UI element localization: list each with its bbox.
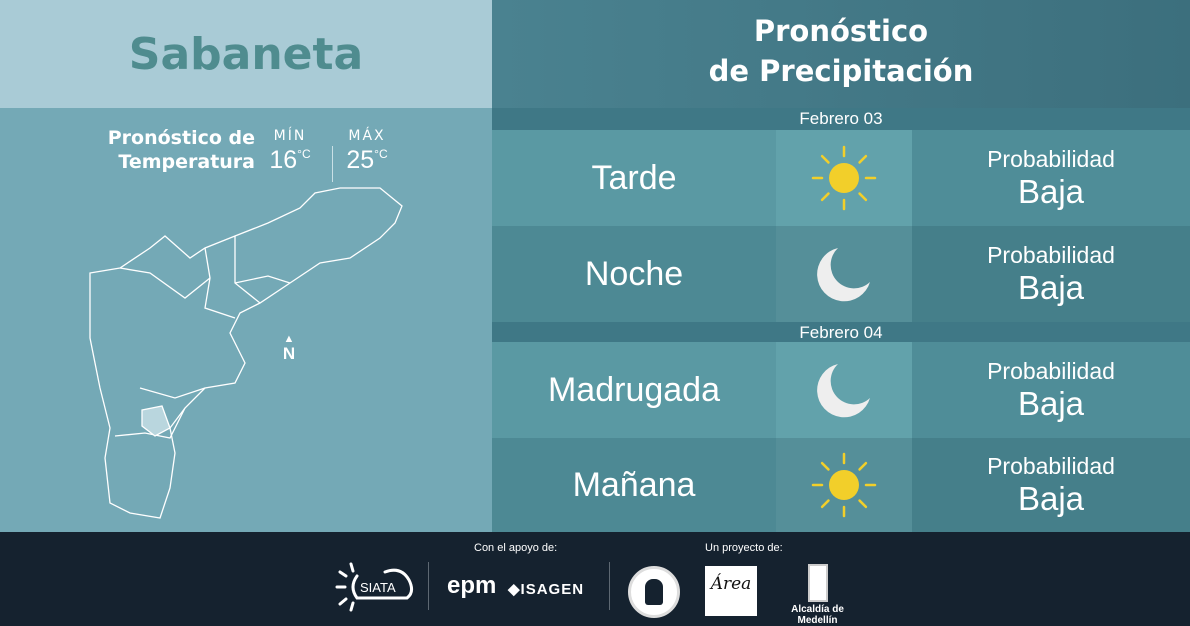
north-label: N bbox=[282, 344, 296, 363]
municipality-map bbox=[89, 187, 403, 519]
max-label: MÁX bbox=[348, 128, 386, 144]
isagen-logo: ◆ISAGEN bbox=[508, 581, 585, 598]
unit: °C bbox=[297, 147, 311, 161]
project-label: Un proyecto de: bbox=[705, 542, 783, 554]
max-temperature: MÁX 25°C bbox=[342, 128, 392, 175]
forecast-date: Febrero 04 bbox=[492, 322, 1190, 344]
probability-label: Probabilidad bbox=[987, 241, 1115, 268]
probability: Probabilidad Baja bbox=[912, 438, 1190, 532]
temperature-title: Pronóstico de Temperatura bbox=[95, 126, 255, 174]
svg-text:SIATA: SIATA bbox=[360, 580, 396, 595]
period-label: Mañana bbox=[492, 438, 776, 532]
moon-icon bbox=[776, 342, 912, 438]
support-label: Con el apoyo de: bbox=[474, 542, 558, 554]
area-metropolitana-logo: Área bbox=[705, 566, 757, 616]
min-value: 16 bbox=[269, 146, 298, 174]
forecast-row: Madrugada Probabilidad Baja bbox=[492, 342, 1190, 438]
probability-value: Baja bbox=[1017, 384, 1085, 422]
title-line: Pronóstico de bbox=[107, 127, 255, 149]
forecast-row: Noche Probabilidad Baja bbox=[492, 226, 1190, 322]
probability-value: Baja bbox=[1017, 268, 1085, 306]
location-header: Sabaneta bbox=[0, 0, 492, 108]
university-seal-logo bbox=[628, 566, 680, 618]
title-line: Pronóstico bbox=[753, 14, 929, 48]
sun-icon bbox=[776, 130, 912, 226]
title-line: Temperatura bbox=[118, 151, 255, 173]
forecast-row: Mañana Probabilidad Baja bbox=[492, 438, 1190, 532]
forecast-row: Tarde Probabilidad Baja bbox=[492, 130, 1190, 226]
probability-label: Probabilidad bbox=[987, 357, 1115, 384]
north-arrow-icon: ▲ bbox=[283, 333, 295, 345]
period-label: Noche bbox=[492, 226, 776, 322]
footer: Con el apoyo de: Un proyecto de: SIATA e… bbox=[0, 532, 1190, 626]
forecast-date: Febrero 03 bbox=[492, 108, 1190, 130]
sabaneta-highlight bbox=[141, 405, 171, 437]
title-line: de Precipitación bbox=[708, 54, 974, 88]
divider bbox=[609, 562, 610, 610]
moon-icon bbox=[776, 226, 912, 322]
probability-label: Probabilidad bbox=[987, 145, 1115, 172]
period-label: Tarde bbox=[492, 130, 776, 226]
probability: Probabilidad Baja bbox=[912, 342, 1190, 438]
temperature-panel: Pronóstico de Temperatura MÍN 16°C MÁX 25°C… bbox=[0, 108, 492, 532]
alcaldia-medellin-logo: Alcaldía de Medellín bbox=[770, 564, 865, 626]
period-label: Madrugada bbox=[492, 342, 776, 438]
max-value: 25 bbox=[346, 146, 375, 174]
epm-logo: epm bbox=[447, 572, 497, 599]
unit: °C bbox=[374, 147, 388, 161]
probability-label: Probabilidad bbox=[987, 452, 1115, 479]
siata-logo: SIATA bbox=[335, 562, 415, 612]
north-arrow: ▲ N bbox=[280, 334, 298, 364]
probability-value: Baja bbox=[1017, 479, 1085, 517]
min-label: MÍN bbox=[273, 128, 307, 144]
location-name: Sabaneta bbox=[128, 28, 364, 80]
probability: Probabilidad Baja bbox=[912, 130, 1190, 226]
probability: Probabilidad Baja bbox=[912, 226, 1190, 322]
precipitation-title: Pronóstico de Precipitación bbox=[492, 0, 1190, 108]
probability-value: Baja bbox=[1017, 172, 1085, 210]
divider bbox=[332, 146, 333, 182]
divider bbox=[428, 562, 429, 610]
min-temperature: MÍN 16°C bbox=[265, 128, 315, 175]
sun-icon bbox=[776, 438, 912, 532]
